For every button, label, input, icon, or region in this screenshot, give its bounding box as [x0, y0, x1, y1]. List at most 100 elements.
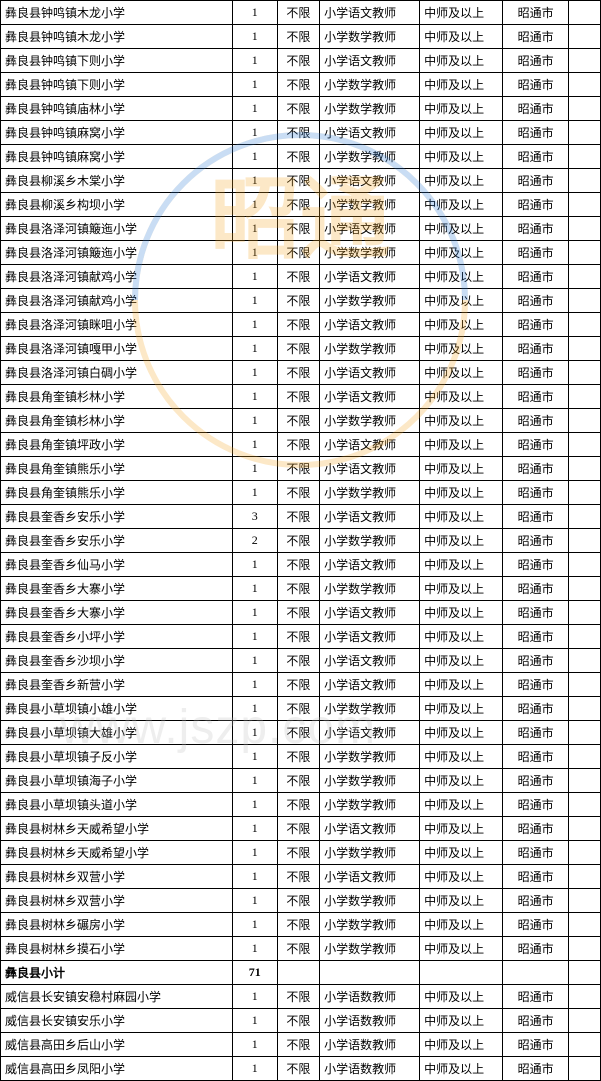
extra-cell	[569, 217, 601, 241]
extra-cell	[569, 937, 601, 961]
school-cell: 彝良县小草坝镇头道小学	[1, 793, 233, 817]
qualification-cell: 中师及以上	[420, 481, 503, 505]
city-cell: 昭通市	[503, 481, 569, 505]
table-row: 彝良县小草坝镇海子小学1不限小学数学教师中师及以上昭通市	[1, 769, 601, 793]
school-cell: 彝良县柳溪乡木棠小学	[1, 169, 233, 193]
count-cell: 1	[232, 769, 277, 793]
table-row: 彝良县洛泽河镇簸迤小学1不限小学数学教师中师及以上昭通市	[1, 241, 601, 265]
qualification-cell: 中师及以上	[420, 73, 503, 97]
school-cell: 彝良县奎香乡仙马小学	[1, 553, 233, 577]
school-cell: 威信县高田乡凤阳小学	[1, 1057, 233, 1081]
count-cell: 1	[232, 1009, 277, 1033]
city-cell: 昭通市	[503, 97, 569, 121]
limit-cell: 不限	[277, 169, 320, 193]
count-cell: 1	[232, 265, 277, 289]
qualification-cell: 中师及以上	[420, 937, 503, 961]
city-cell: 昭通市	[503, 121, 569, 145]
extra-cell	[569, 745, 601, 769]
count-cell: 1	[232, 25, 277, 49]
city-cell: 昭通市	[503, 889, 569, 913]
extra-cell	[569, 865, 601, 889]
qualification-cell: 中师及以上	[420, 529, 503, 553]
extra-cell	[569, 313, 601, 337]
city-cell: 昭通市	[503, 649, 569, 673]
qualification-cell: 中师及以上	[420, 505, 503, 529]
qualification-cell: 中师及以上	[420, 361, 503, 385]
position-cell: 小学语数教师	[320, 1057, 420, 1081]
city-cell: 昭通市	[503, 601, 569, 625]
position-cell: 小学数学教师	[320, 529, 420, 553]
count-cell: 1	[232, 433, 277, 457]
school-cell: 彝良县树林乡双营小学	[1, 865, 233, 889]
count-cell: 1	[232, 1033, 277, 1057]
limit-cell: 不限	[277, 145, 320, 169]
count-cell: 1	[232, 793, 277, 817]
school-cell: 彝良县钟鸣镇木龙小学	[1, 1, 233, 25]
count-cell: 1	[232, 841, 277, 865]
position-cell: 小学语文教师	[320, 313, 420, 337]
school-cell: 彝良县树林乡碾房小学	[1, 913, 233, 937]
count-cell: 1	[232, 865, 277, 889]
qualification-cell: 中师及以上	[420, 553, 503, 577]
city-cell: 昭通市	[503, 145, 569, 169]
position-cell: 小学数学教师	[320, 73, 420, 97]
extra-cell	[569, 721, 601, 745]
position-cell: 小学语文教师	[320, 865, 420, 889]
position-cell: 小学语文教师	[320, 553, 420, 577]
count-cell: 1	[232, 985, 277, 1009]
position-cell: 小学数学教师	[320, 769, 420, 793]
school-cell: 彝良县树林乡天威希望小学	[1, 817, 233, 841]
extra-cell	[569, 1009, 601, 1033]
position-cell: 小学数学教师	[320, 193, 420, 217]
count-cell: 1	[232, 625, 277, 649]
qualification-cell: 中师及以上	[420, 817, 503, 841]
city-cell: 昭通市	[503, 769, 569, 793]
qualification-cell: 中师及以上	[420, 241, 503, 265]
limit-cell: 不限	[277, 361, 320, 385]
city-cell: 昭通市	[503, 553, 569, 577]
table-row: 彝良县奎香乡安乐小学3不限小学语文教师中师及以上昭通市	[1, 505, 601, 529]
recruitment-table: 彝良县钟鸣镇木龙小学1不限小学语文教师中师及以上昭通市彝良县钟鸣镇木龙小学1不限…	[0, 0, 601, 1081]
table-row: 彝良县奎香乡沙坝小学1不限小学语文教师中师及以上昭通市	[1, 649, 601, 673]
table-row: 彝良县钟鸣镇麻窝小学1不限小学语文教师中师及以上昭通市	[1, 121, 601, 145]
qualification-cell: 中师及以上	[420, 745, 503, 769]
city-cell: 昭通市	[503, 289, 569, 313]
count-cell: 1	[232, 649, 277, 673]
school-cell: 彝良县树林乡双营小学	[1, 889, 233, 913]
extra-cell	[569, 649, 601, 673]
extra-cell	[569, 697, 601, 721]
school-cell: 彝良县洛泽河镇嘎甲小学	[1, 337, 233, 361]
count-cell: 1	[232, 97, 277, 121]
extra-cell	[569, 913, 601, 937]
table-row: 彝良县洛泽河镇簸迤小学1不限小学语文教师中师及以上昭通市	[1, 217, 601, 241]
position-cell: 小学语文教师	[320, 601, 420, 625]
school-cell: 彝良县奎香乡安乐小学	[1, 505, 233, 529]
count-cell: 1	[232, 913, 277, 937]
position-cell: 小学数学教师	[320, 241, 420, 265]
school-cell: 彝良县奎香乡大寨小学	[1, 601, 233, 625]
count-cell: 1	[232, 817, 277, 841]
qualification-cell: 中师及以上	[420, 1009, 503, 1033]
count-cell: 1	[232, 889, 277, 913]
city-cell: 昭通市	[503, 913, 569, 937]
position-cell: 小学语文教师	[320, 649, 420, 673]
qualification-cell: 中师及以上	[420, 265, 503, 289]
extra-cell	[569, 361, 601, 385]
limit-cell: 不限	[277, 25, 320, 49]
extra-cell	[569, 673, 601, 697]
limit-cell: 不限	[277, 721, 320, 745]
city-cell: 昭通市	[503, 793, 569, 817]
limit-cell: 不限	[277, 745, 320, 769]
limit-cell: 不限	[277, 73, 320, 97]
position-cell: 小学数学教师	[320, 889, 420, 913]
school-cell: 彝良县奎香乡新营小学	[1, 673, 233, 697]
qualification-cell: 中师及以上	[420, 409, 503, 433]
table-row: 彝良县柳溪乡木棠小学1不限小学语文教师中师及以上昭通市	[1, 169, 601, 193]
qualification-cell: 中师及以上	[420, 721, 503, 745]
qualification-cell: 中师及以上	[420, 145, 503, 169]
count-cell: 3	[232, 505, 277, 529]
qualification-cell: 中师及以上	[420, 985, 503, 1009]
table-row: 彝良县小计71	[1, 961, 601, 985]
count-cell: 1	[232, 73, 277, 97]
position-cell: 小学数学教师	[320, 937, 420, 961]
